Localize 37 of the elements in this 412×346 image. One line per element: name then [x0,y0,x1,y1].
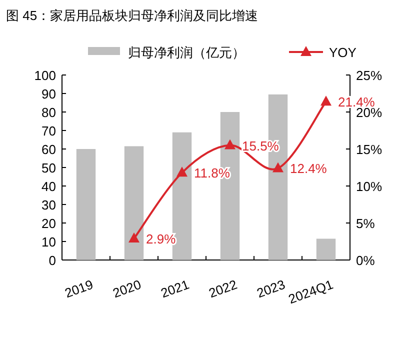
legend-label: YOY [329,45,357,60]
point [272,162,284,172]
data-label: 15.5% [242,138,280,154]
data-label: 12.4% [290,161,328,176]
point [224,139,236,150]
y-tick-label: 90 [42,86,56,102]
point [176,166,188,177]
y-tick-label: 0 [48,253,56,268]
data-label: 2.9% [146,232,176,247]
y-tick-label: 60 [42,142,56,157]
y2-tick-label: 5% [356,216,376,231]
bar [76,149,96,260]
y-tick-label: 10 [42,234,56,250]
y-tick-label: 30 [42,198,56,212]
y2-tick-label: 15% [356,142,382,157]
bar [316,238,336,260]
x-tick-label: 2019 [62,276,96,301]
bar [124,146,144,260]
y-tick-label: 70 [42,124,56,138]
x-tick-label: 2022 [206,276,240,301]
y-tick-label: 80 [42,105,56,120]
point [128,232,140,243]
y2-tick-label: 25% [356,68,382,83]
data-label: 11.8% [194,166,230,181]
x-tick-label: 2021 [158,276,192,301]
chart-title: 图 45：家居用品板块归母净利润及同比增速 [6,8,258,23]
x-tick-label: 2023 [254,276,288,301]
legend-label: 归母净利润（亿元） [128,45,245,60]
x-tick-label: 2020 [110,276,144,301]
y-tick-label: 50 [42,160,56,176]
y-tick-label: 20 [42,216,56,231]
y-tick-label: 100 [34,68,56,83]
y2-tick-label: 0% [356,253,376,268]
point [320,96,332,106]
y-tick-label: 40 [42,179,56,194]
y2-tick-label: 10% [356,179,382,194]
y2-tick-label: 20% [356,105,382,120]
